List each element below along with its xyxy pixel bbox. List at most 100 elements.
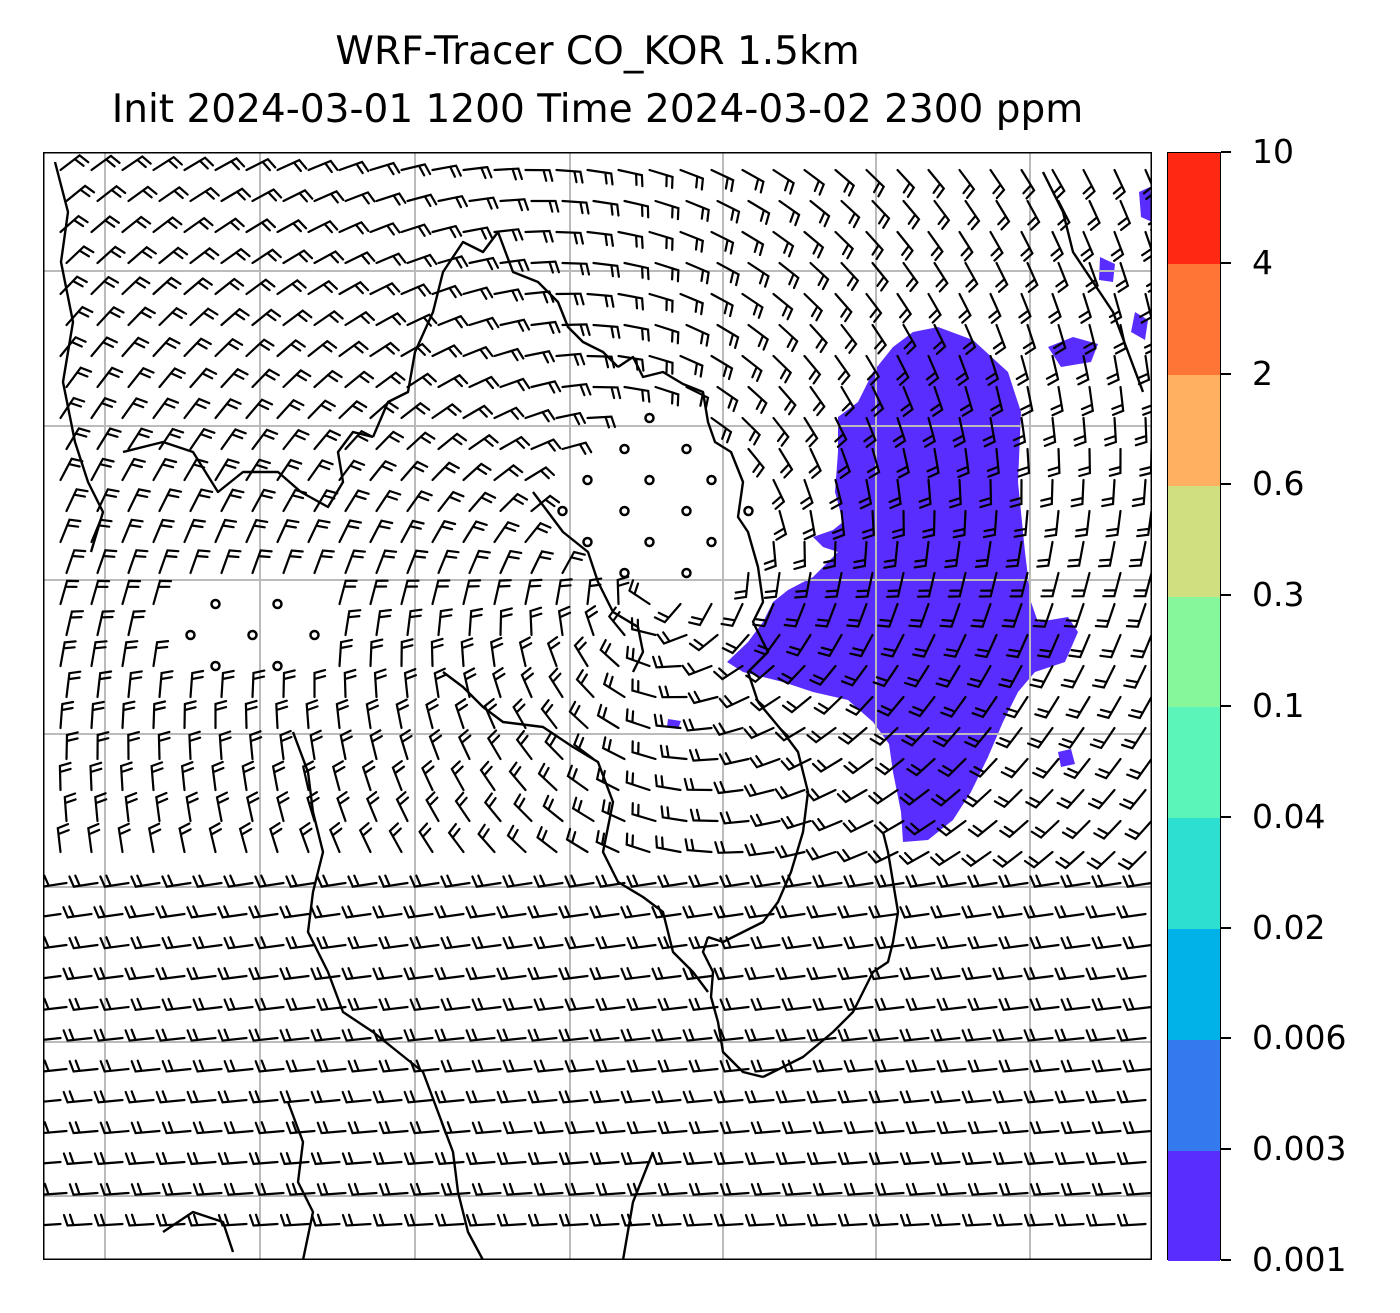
colorbar-tick-label: 0.04: [1252, 796, 1326, 836]
wind-barb: [254, 997, 285, 1011]
wind-barb: [279, 905, 310, 919]
wind-barb: [682, 1028, 713, 1042]
wind-barb: [434, 905, 465, 919]
wind-barb: [338, 400, 368, 420]
wind-barb: [918, 478, 932, 509]
calm-wind-circle: [272, 598, 283, 610]
wind-barb: [403, 1028, 434, 1042]
wind-barb: [558, 1028, 589, 1042]
wind-barb: [62, 905, 93, 919]
wind-barb: [282, 549, 304, 575]
wind-barb: [347, 1059, 378, 1073]
wind-barb: [623, 385, 651, 403]
wind-barb: [936, 819, 967, 837]
wind-barb: [499, 258, 530, 272]
wind-barb: [601, 736, 626, 761]
wind-barb: [65, 245, 95, 265]
wind-barb: [533, 1182, 564, 1196]
wind-barb: [211, 760, 225, 792]
wind-barb: [1134, 416, 1148, 447]
wind-barb: [344, 251, 376, 265]
wind-barb: [454, 698, 469, 730]
wind-barb: [493, 347, 525, 362]
wind-barb: [631, 740, 657, 761]
wind-barb: [558, 967, 589, 981]
calm-wind-circle: [557, 505, 568, 517]
wind-barb: [657, 1059, 688, 1073]
wind-barb: [251, 428, 279, 451]
wind-barb: [508, 761, 527, 792]
wind-barb: [155, 967, 186, 981]
wind-barb: [806, 905, 837, 919]
wind-barb: [533, 1121, 564, 1135]
wind-barb: [285, 936, 316, 950]
wind-barb: [238, 822, 253, 854]
wind-barb: [282, 669, 296, 699]
wind-barb: [896, 354, 910, 386]
wind-barb: [59, 640, 77, 668]
wind-barb: [747, 385, 768, 414]
calm-wind-circle: [619, 505, 630, 517]
wind-barb: [117, 822, 131, 854]
wind-barb: [409, 1182, 440, 1196]
wind-barb: [245, 278, 276, 296]
wind-barb: [217, 1090, 248, 1104]
wind-barb: [589, 1152, 620, 1166]
wind-barb: [937, 757, 967, 778]
wind-barb: [400, 638, 414, 668]
wind-barb: [434, 1090, 465, 1104]
wind-barb: [688, 633, 719, 652]
wind-barb: [843, 1182, 874, 1196]
wind-barb: [1005, 540, 1023, 568]
wind-barb: [1055, 850, 1085, 870]
wind-barb: [96, 245, 126, 265]
wind-barb: [279, 729, 293, 761]
wind-barb: [936, 1059, 967, 1073]
wind-barb: [124, 1028, 155, 1042]
wind-barb: [241, 760, 255, 792]
wind-barb: [214, 277, 245, 296]
wind-barb: [744, 843, 775, 857]
wind-barb: [245, 157, 277, 172]
wind-barb: [220, 428, 247, 451]
wind-barb: [421, 760, 435, 792]
wind-barb: [96, 731, 110, 761]
wind-barb: [341, 1152, 372, 1166]
wind-barb: [347, 936, 378, 950]
wind-barb: [824, 571, 843, 599]
wind-barb: [276, 518, 300, 544]
wind-barb: [282, 428, 310, 451]
wind-barb: [524, 350, 555, 364]
wind-barb: [1092, 664, 1116, 689]
wind-barb: [1082, 168, 1096, 200]
wind-barb: [1015, 354, 1030, 386]
wind-barb: [777, 664, 806, 685]
wind-barb: [512, 698, 527, 730]
wind-barb: [502, 874, 533, 888]
wind-barb: [974, 540, 992, 568]
wind-barb: [561, 323, 591, 337]
wind-barb: [648, 354, 674, 375]
wind-barb: [365, 698, 379, 730]
wind-barb: [375, 192, 407, 206]
wind-barb: [1023, 1152, 1054, 1166]
wind-barb: [1032, 757, 1060, 779]
wind-barb: [781, 874, 812, 888]
wind-barb: [515, 730, 533, 761]
wind-barb: [1078, 447, 1092, 478]
wind-barb: [251, 248, 282, 265]
wind-barb: [926, 447, 940, 479]
wind-barb: [908, 695, 936, 718]
wind-barb: [341, 967, 372, 981]
wind-barb: [713, 1213, 744, 1227]
colorbar-segment: [1168, 485, 1220, 597]
wind-barb: [400, 223, 432, 237]
wind-barb: [599, 639, 620, 668]
wind-barb: [471, 936, 502, 950]
wind-barb: [1020, 385, 1034, 417]
wind-barb: [998, 997, 1029, 1011]
wind-barb: [344, 429, 373, 451]
wind-barb: [152, 457, 178, 482]
wind-barb: [967, 997, 998, 1011]
wind-barb: [90, 457, 115, 482]
